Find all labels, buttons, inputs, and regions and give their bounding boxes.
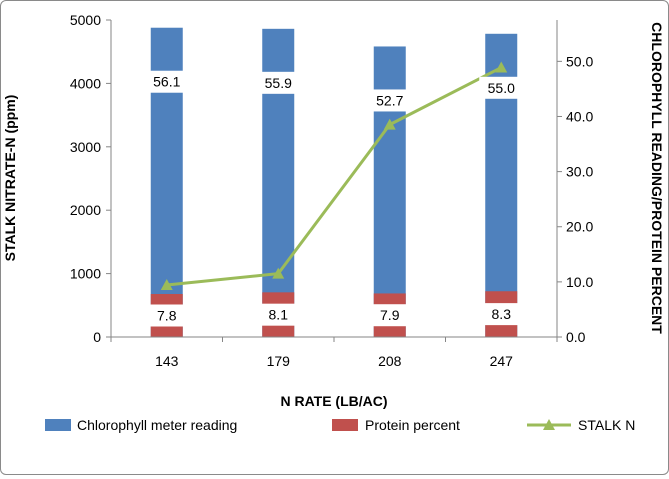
y2-tick-label: 0.0 bbox=[566, 329, 586, 345]
y2-tick-label: 50.0 bbox=[566, 53, 593, 69]
data-label-protein: 8.1 bbox=[269, 307, 289, 323]
y2-tick-label: 20.0 bbox=[566, 219, 593, 235]
legend: Chlorophyll meter reading Protein percent… bbox=[45, 417, 635, 433]
data-label-protein: 7.8 bbox=[157, 307, 177, 323]
legend-label-chlorophyll: Chlorophyll meter reading bbox=[77, 417, 237, 433]
data-label-layer: 56.1 55.9 52.7 55.0 7.8 8.1 7.9 8.3 bbox=[144, 70, 524, 327]
tick-label-layer: 0 1000 2000 3000 4000 5000 0.0 10.0 20.0 30.0 40.0… bbox=[70, 12, 594, 369]
line-stalk-n bbox=[166, 66, 502, 287]
data-label-chlorophyll-box bbox=[479, 76, 524, 99]
y-tick-label: 3000 bbox=[70, 139, 101, 155]
marker-stalk-n bbox=[272, 267, 285, 279]
data-label-protein: 7.9 bbox=[380, 307, 400, 323]
data-label-protein-box bbox=[148, 304, 185, 327]
y-axis-title: STALK NITRATE-N (ppm) bbox=[2, 95, 18, 262]
marker-stalk-n bbox=[383, 118, 396, 130]
x-tick-label: 143 bbox=[155, 353, 179, 369]
data-label-protein: 8.3 bbox=[492, 306, 512, 322]
legend-label-stalk-n: STALK N bbox=[578, 417, 635, 433]
x-tick-label: 179 bbox=[267, 353, 291, 369]
data-label-chlorophyll: 56.1 bbox=[153, 74, 180, 90]
data-label-chlorophyll: 55.9 bbox=[265, 75, 292, 91]
x-tick-label: 208 bbox=[378, 353, 402, 369]
y2-axis-title: CHLOROPHYLL READING/PROTEIN PERCENT bbox=[649, 22, 665, 334]
data-label-chlorophyll: 55.0 bbox=[488, 80, 515, 96]
data-label-protein-box bbox=[260, 303, 297, 326]
legend-marker-stalk-n bbox=[543, 419, 555, 430]
bar-layer bbox=[150, 27, 518, 338]
marker-stalk-n bbox=[495, 61, 508, 73]
data-label-chlorophyll-box bbox=[144, 70, 189, 93]
data-label-protein-box bbox=[371, 304, 408, 327]
data-label-chlorophyll: 52.7 bbox=[376, 92, 403, 108]
y-tick-label: 2000 bbox=[70, 202, 101, 218]
data-label-chlorophyll-box bbox=[367, 89, 412, 112]
data-label-chlorophyll-box bbox=[256, 71, 301, 94]
marker-stalk-n bbox=[160, 279, 173, 291]
legend-swatch-chlorophyll bbox=[45, 419, 71, 431]
line-layer bbox=[160, 61, 508, 291]
y-tick-label: 4000 bbox=[70, 75, 101, 91]
x-axis-title: N RATE (LB/AC) bbox=[280, 393, 387, 409]
legend-label-protein: Protein percent bbox=[365, 417, 460, 433]
y2-tick-label: 30.0 bbox=[566, 164, 593, 180]
x-tick-label: 247 bbox=[490, 353, 514, 369]
y2-tick-label: 40.0 bbox=[566, 108, 593, 124]
y-tick-label: 5000 bbox=[70, 12, 101, 28]
legend-swatch-protein bbox=[332, 419, 358, 431]
y2-tick-label: 10.0 bbox=[566, 274, 593, 290]
axes-layer bbox=[106, 19, 562, 342]
y-tick-label: 0 bbox=[93, 329, 101, 345]
data-label-protein-box bbox=[483, 303, 520, 326]
y-tick-label: 1000 bbox=[70, 266, 101, 282]
